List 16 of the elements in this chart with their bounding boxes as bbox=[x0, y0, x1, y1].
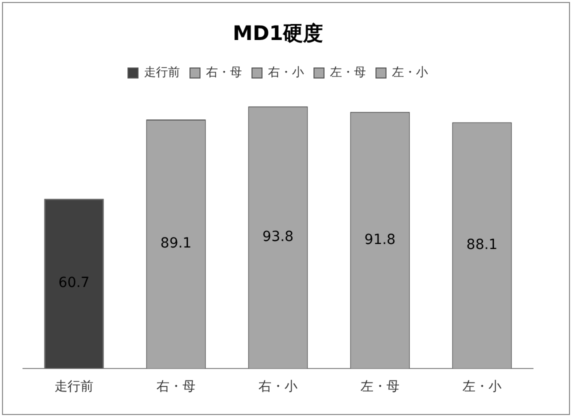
chart-title: MD1硬度 bbox=[232, 21, 324, 46]
legend-label: 右・小 bbox=[268, 65, 304, 80]
data-label: 89.1 bbox=[160, 236, 192, 252]
legend-label: 右・母 bbox=[206, 65, 242, 80]
data-label: 88.1 bbox=[466, 236, 498, 253]
x-tick-label: 左・小 bbox=[462, 380, 502, 395]
legend-label: 左・小 bbox=[392, 65, 428, 80]
x-tick-label: 左・母 bbox=[360, 380, 400, 395]
data-label: 60.7 bbox=[58, 275, 90, 292]
x-tick-label: 走行前 bbox=[54, 380, 94, 395]
x-tick-label: 右・母 bbox=[156, 380, 196, 395]
data-label: 91.8 bbox=[364, 232, 396, 248]
data-label: 93.8 bbox=[262, 229, 294, 245]
x-tick-label: 右・小 bbox=[258, 380, 298, 395]
legend-label: 走行前 bbox=[144, 65, 180, 80]
legend-label: 左・母 bbox=[330, 65, 366, 80]
